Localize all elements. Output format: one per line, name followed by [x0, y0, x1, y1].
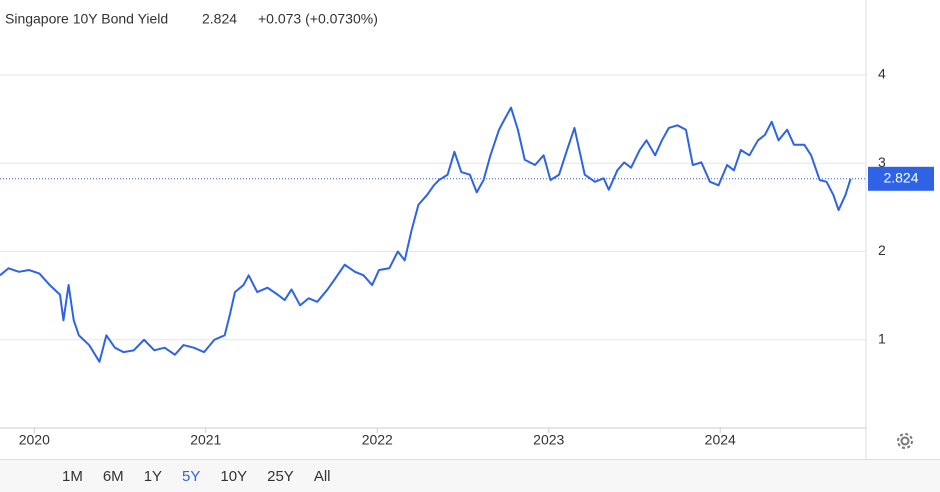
range-button[interactable]: 1M: [62, 467, 83, 485]
chart: Singapore 10Y Bond Yield 2.824 +0.073 (+…: [0, 0, 934, 459]
chart-title: Singapore 10Y Bond Yield: [5, 11, 168, 27]
y-tick-label: 4: [878, 66, 886, 82]
y-tick-label: 3: [878, 154, 886, 170]
range-button[interactable]: 10Y: [220, 467, 248, 485]
x-tick-label: 2024: [705, 432, 736, 448]
x-tick-label: 2021: [190, 432, 221, 448]
range-button[interactable]: 5Y: [182, 467, 201, 485]
x-tick-label: 2020: [19, 432, 50, 448]
settings-icon[interactable]: [897, 433, 913, 449]
range-button[interactable]: 25Y: [267, 467, 294, 485]
last-value: 2.824: [202, 11, 237, 27]
change: +0.073 (+0.0730%): [258, 11, 378, 27]
last-value-box: [868, 166, 934, 191]
range-bar: 1M 6M 1Y 5Y 10Y 25Y All: [0, 459, 940, 492]
x-tick-label: 2022: [362, 432, 393, 448]
line: [0, 106, 852, 363]
y-tick-label: 2: [878, 242, 886, 258]
x-tick-label: 2023: [533, 432, 564, 448]
y-tick-label: 1: [878, 330, 886, 346]
range-button[interactable]: All: [313, 467, 331, 485]
range-button[interactable]: 6M: [102, 467, 124, 485]
range-button[interactable]: 1Y: [143, 467, 163, 485]
last-value-label: 2.824: [883, 169, 918, 185]
